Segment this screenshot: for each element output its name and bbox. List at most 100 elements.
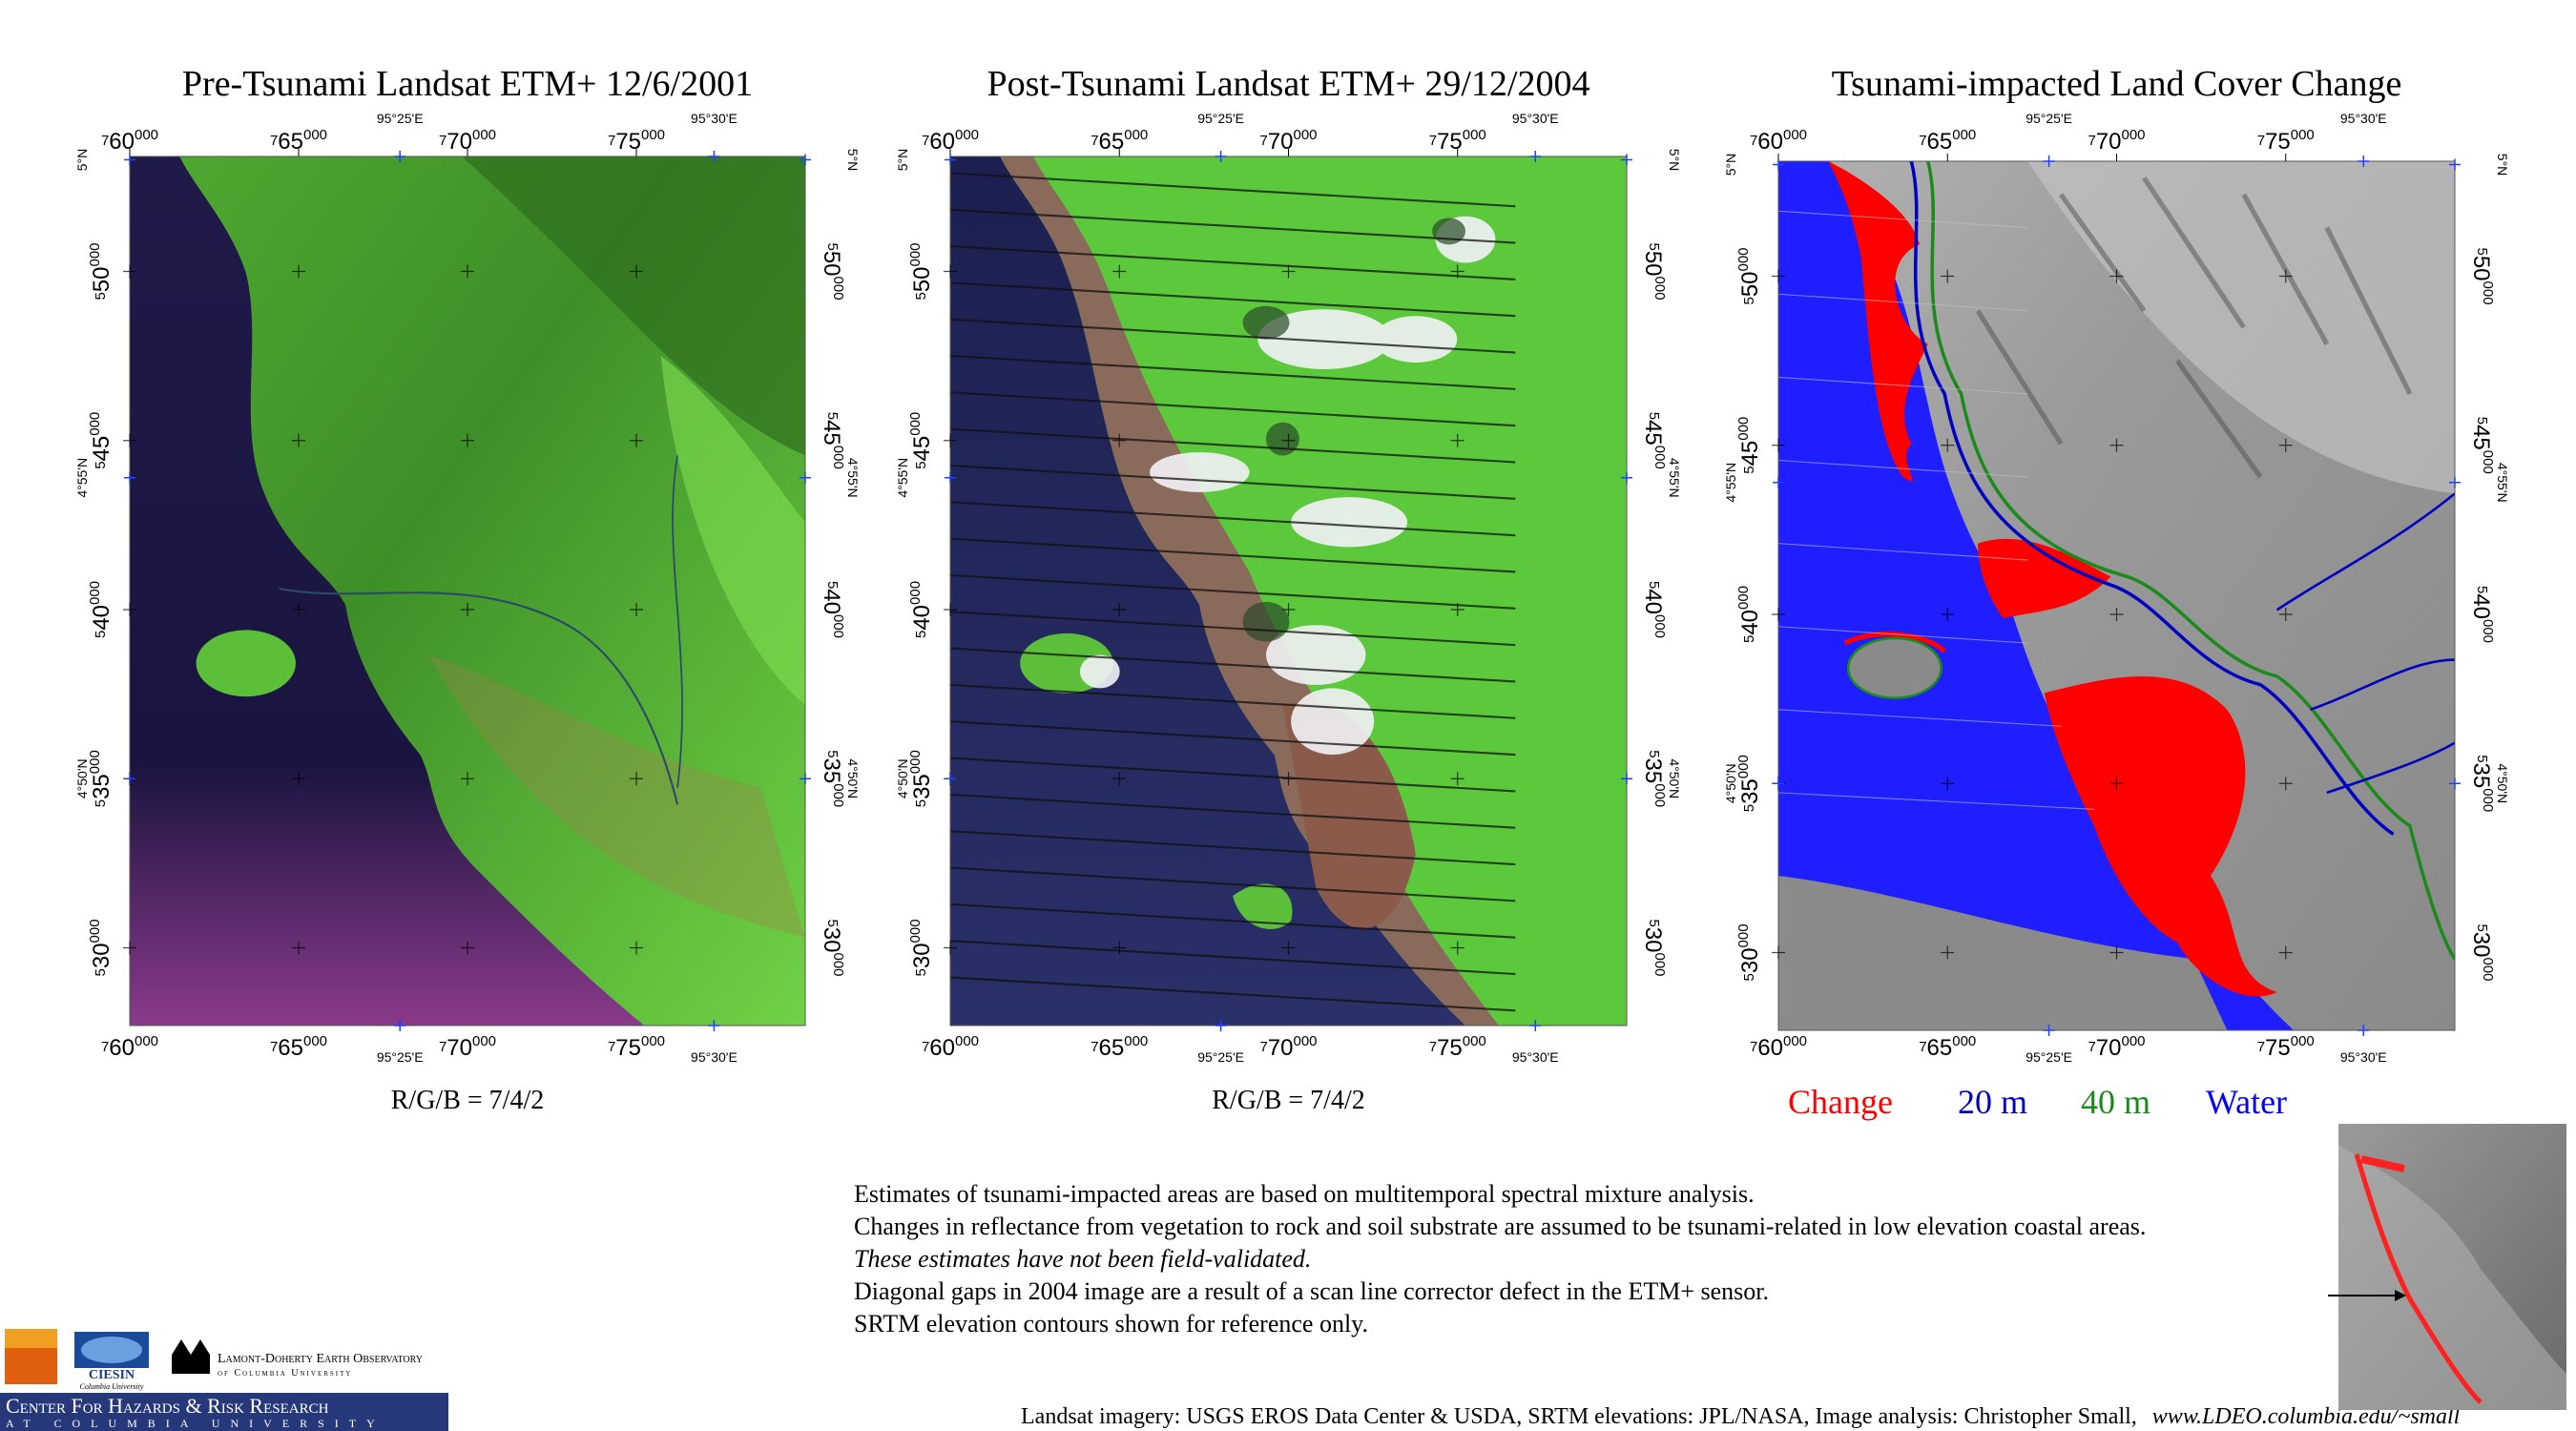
coordinate-label: 770000 — [1259, 127, 1317, 155]
grid-cross — [2278, 269, 2293, 283]
latitude-label: 4°50'N — [845, 758, 861, 798]
coordinate-label: 535000 — [2468, 755, 2496, 812]
coordinate-label: 775000 — [2257, 127, 2315, 155]
coordinate-label: 535000 — [907, 750, 935, 807]
coordinate-label: 530000 — [819, 919, 846, 976]
latitude-label: 4°50'N — [2495, 763, 2510, 803]
coordinate-label: 760000 — [922, 127, 979, 155]
grid-cross — [292, 772, 305, 786]
grid-cross — [461, 602, 474, 616]
coordinate-label: 765000 — [1919, 1033, 1976, 1061]
grid-cross — [123, 602, 136, 616]
grid-cross — [123, 941, 136, 955]
notes: Estimates of tsunami-impacted areas are … — [854, 1180, 2146, 1338]
coordinate-label: 770000 — [1259, 1033, 1317, 1061]
map-panels: Pre-Tsunami Landsat ETM+ 12/6/2001 R/G/B … — [74, 64, 2510, 1121]
coordinate-label: 775000 — [1429, 1033, 1486, 1061]
coordinate-label: 550000 — [2468, 247, 2496, 304]
grid-cross — [1281, 602, 1296, 616]
grid-cross — [1450, 941, 1465, 955]
coordinate-label: 530000 — [1735, 923, 1763, 981]
longitude-label: 95°30'E — [2340, 1049, 2387, 1065]
longitude-label: 95°30'E — [1512, 111, 1559, 126]
grid-cross — [630, 264, 643, 279]
coordinate-label: 765000 — [1091, 127, 1148, 155]
latitude-tick — [124, 471, 811, 484]
lamont-name: Lamont-Doherty Earth Observatory — [218, 1352, 423, 1366]
grid-cross — [1112, 772, 1127, 786]
grid-cross — [461, 433, 474, 447]
grid-cross — [2278, 438, 2293, 452]
grid-cross — [630, 433, 643, 447]
coordinate-label: 775000 — [608, 1033, 665, 1061]
grid-cross — [944, 941, 957, 955]
grid-cross — [944, 602, 957, 616]
coordinate-label: 770000 — [2088, 127, 2145, 155]
grid-cross — [461, 264, 474, 279]
grid-cross — [944, 433, 957, 447]
longitude-tick — [2043, 156, 2055, 1036]
ciesin-name: CIESIN — [89, 1368, 135, 1382]
latitude-tick — [945, 154, 1632, 166]
grid-cross — [2278, 777, 2293, 791]
grid-cross — [123, 433, 136, 447]
grid-cross — [1941, 438, 1955, 452]
ciesin-sub: Columbia University — [80, 1382, 144, 1391]
grid-cross — [292, 602, 305, 616]
coordinate-label: 545000 — [2468, 417, 2496, 474]
latitude-tick — [945, 471, 1632, 484]
grid-cross — [1941, 777, 1955, 791]
panel-caption: R/G/B = 7/4/2 — [1212, 1086, 1364, 1115]
grid-cross — [1941, 269, 1955, 283]
grid-cross — [2109, 438, 2124, 452]
latitude-label: 4°55'N — [74, 458, 90, 498]
grid-cross — [1281, 941, 1296, 955]
coordinate-label: 545000 — [1640, 412, 1668, 469]
coordinate-label: 550000 — [819, 242, 846, 300]
latitude-label: 5°N — [74, 149, 90, 172]
coordinate-label: 760000 — [101, 1033, 158, 1061]
latitude-tick — [124, 773, 811, 785]
coordinate-label: 530000 — [1640, 919, 1668, 976]
longitude-tick — [394, 151, 406, 1031]
lamont-sub: of Columbia University — [218, 1368, 352, 1379]
longitude-label: 95°25'E — [2025, 1049, 2072, 1065]
coordinate-label: 760000 — [1750, 1033, 1807, 1061]
longitude-label: 95°25'E — [377, 1049, 424, 1065]
latitude-label: 5°N — [1723, 154, 1738, 176]
coordinate-label: 540000 — [819, 581, 846, 638]
coordinate-label: 770000 — [439, 1033, 496, 1061]
panel-title: Tsunami-impacted Land Cover Change — [1832, 64, 2402, 104]
coordinate-label: 540000 — [1735, 586, 1763, 643]
coordinate-label: 775000 — [608, 127, 665, 155]
grid-cross — [2278, 607, 2293, 621]
grid-cross — [2278, 945, 2293, 960]
note-line: Estimates of tsunami-impacted areas are … — [854, 1180, 1755, 1208]
latitude-label: 4°55'N — [1723, 463, 1738, 503]
coordinate-label: 540000 — [1640, 581, 1668, 638]
latitude-tick — [1773, 476, 2461, 488]
latitude-tick — [1773, 158, 2461, 171]
grid-cross — [1281, 264, 1296, 279]
longitude-label: 95°30'E — [691, 1049, 737, 1065]
legend-entry: 20 m — [1958, 1083, 2027, 1121]
grid-cross — [630, 602, 643, 616]
coordinate-label: 770000 — [2088, 1033, 2145, 1061]
longitude-label: 95°25'E — [1197, 111, 1244, 126]
longitude-tick — [1529, 151, 1542, 1031]
logos: CIESIN Columbia University Lamont-Dohert… — [0, 1329, 448, 1431]
grid-cross — [2109, 269, 2124, 283]
coordinate-label: 760000 — [101, 127, 158, 155]
latitude-tick — [1773, 778, 2461, 790]
note-line: Changes in reflectance from vegetation t… — [854, 1213, 2146, 1240]
latitude-label: 5°N — [895, 149, 910, 172]
latitude-label: 4°50'N — [74, 758, 90, 798]
legend-entry: Water — [2206, 1083, 2287, 1121]
grid-cross — [1112, 264, 1127, 279]
longitude-tick — [2358, 156, 2370, 1036]
grid-cross — [2109, 777, 2124, 791]
center-name: Center For Hazards & Risk Research — [6, 1394, 329, 1418]
coordinate-label: 540000 — [2468, 586, 2496, 643]
coordinate-label: 540000 — [907, 581, 935, 638]
latitude-label: 4°55'N — [895, 458, 910, 498]
